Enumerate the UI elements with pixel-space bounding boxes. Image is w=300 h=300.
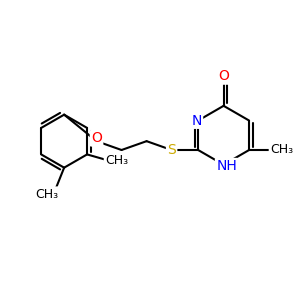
- Text: O: O: [218, 69, 229, 83]
- Text: S: S: [167, 143, 176, 157]
- Text: CH₃: CH₃: [270, 143, 293, 157]
- Text: O: O: [91, 131, 102, 145]
- Text: N: N: [191, 114, 202, 128]
- Text: NH: NH: [216, 159, 237, 173]
- Text: CH₃: CH₃: [105, 154, 128, 167]
- Text: CH₃: CH₃: [35, 188, 58, 201]
